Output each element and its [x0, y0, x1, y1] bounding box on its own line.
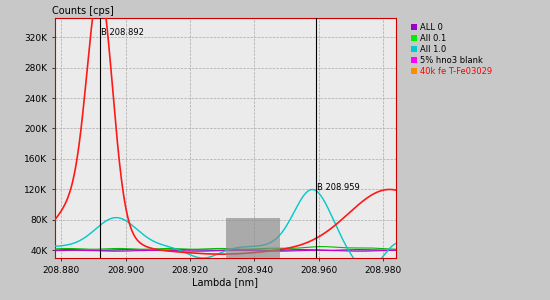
Bar [226, 218, 280, 258]
Text: Counts [cps]: Counts [cps] [52, 6, 113, 16]
Text: B 208.959: B 208.959 [317, 183, 360, 192]
X-axis label: Lambda [nm]: Lambda [nm] [192, 278, 258, 287]
Legend: ALL 0, All 0.1, All 1.0, 5% hno3 blank, 40k fe T-Fe03029: ALL 0, All 0.1, All 1.0, 5% hno3 blank, … [410, 22, 493, 77]
Text: B 208.892: B 208.892 [101, 28, 144, 37]
